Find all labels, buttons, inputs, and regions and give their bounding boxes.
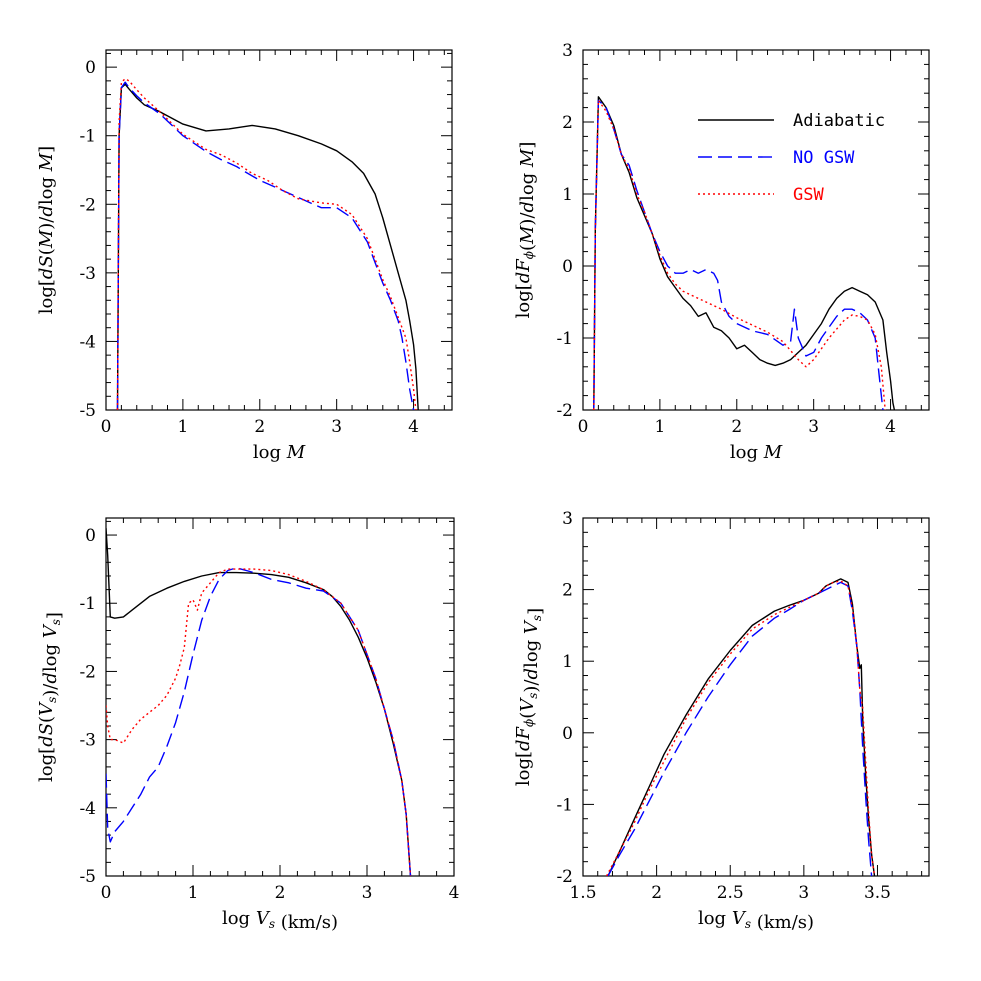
y-tick-label: -2	[79, 662, 96, 682]
series-line-gsw	[116, 78, 417, 410]
axis-label-variable: d	[40, 672, 61, 684]
x-axis-label: log M	[253, 442, 306, 463]
y-tick-label: 0	[85, 58, 96, 78]
y-axis-label: log[dFϕ(M)/dlog M]	[513, 142, 538, 319]
x-tick-label: 1	[188, 883, 199, 903]
axis-label-variable: V	[40, 623, 61, 638]
axis-label-variable: M	[517, 225, 538, 245]
x-tick-label: 2	[275, 883, 286, 903]
legend-label-no-gsw: NO GSW	[793, 148, 855, 168]
x-tick-label: 1	[654, 417, 665, 437]
x-tick-label: 2	[731, 417, 742, 437]
series-line-no-gsw	[106, 567, 412, 876]
series-line-gsw	[605, 580, 876, 876]
x-tick-label: 4	[408, 417, 419, 437]
x-tick-label: 2	[254, 417, 265, 437]
y-tick-label: 2	[562, 581, 573, 601]
legend-label-gsw: GSW	[793, 185, 824, 205]
y-tick-label: -3	[79, 731, 96, 751]
series-line-no-gsw	[116, 81, 415, 410]
x-tick-label: 0	[578, 417, 589, 437]
y-tick-label: 2	[562, 113, 573, 133]
axis-label-variable: dS	[36, 723, 57, 747]
axis-label-variable: dF	[513, 725, 534, 751]
x-tick-label: 3	[808, 417, 819, 437]
x-tick-label: 4	[885, 417, 896, 437]
y-tick-label: -1	[79, 127, 96, 147]
x-tick-label: 3	[331, 417, 342, 437]
x-axis-label: log Vs (km/s)	[222, 908, 338, 933]
axis-label-variable: M	[36, 152, 57, 172]
y-tick-label: 0	[85, 526, 96, 546]
series-line-adiabatic	[106, 528, 412, 876]
y-tick-label: 3	[562, 509, 573, 529]
y-tick-label: -2	[79, 195, 96, 215]
axis-label-variable: M	[36, 229, 57, 249]
axis-label-variable: d	[517, 201, 538, 213]
plot-frame	[582, 517, 930, 877]
x-tick-label: 1.5	[569, 883, 596, 903]
series-line-adiabatic	[593, 96, 896, 410]
axis-label-variable: M	[763, 442, 783, 463]
y-tick-label: 1	[562, 185, 573, 205]
y-axis-label: log[dS(M)/dlog M]	[36, 146, 57, 314]
panel-bottom-right: 1.5 2 2.5 3 3.5 3 2 1 0 -1 -2 log Vs (km/s) log[dFϕ(…	[513, 509, 930, 933]
y-tick-label: 0	[562, 257, 573, 277]
axis-label-variable: V	[36, 701, 57, 716]
y-tick-label: -4	[79, 799, 96, 819]
axis-label-variable: M	[517, 148, 538, 168]
series-line-adiabatic	[116, 83, 419, 410]
axis-label-variable: V	[256, 908, 271, 929]
axis-label-variable: dF	[513, 258, 534, 284]
x-tick-label: 4	[449, 883, 460, 903]
x-tick-label: 1	[177, 417, 188, 437]
series-line-adiabatic	[607, 578, 876, 876]
panel-top-right: 0 1 2 3 4 3 2 1 0 -1 -2 log M log[dFϕ(M)/dlog M] Adia…	[513, 41, 930, 463]
y-tick-label: -1	[556, 795, 573, 815]
panel-top-left: 0 1 2 3 4 0 -1 -2 -3 -4 -5 log M log[dS(M)/dlog M]	[36, 49, 453, 463]
y-tick-label: 3	[562, 41, 573, 61]
series-line-no-gsw	[607, 581, 873, 876]
legend-label-adiabatic: Adiabatic	[793, 111, 885, 131]
axis-label-variable: V	[517, 697, 538, 712]
x-axis-label: log Vs (km/s)	[698, 908, 814, 933]
y-tick-label: -1	[556, 329, 573, 349]
y-tick-label: -5	[79, 401, 96, 421]
axis-label-variable: d	[521, 668, 542, 680]
y-tick-label: 0	[562, 724, 573, 744]
x-tick-label: 3.5	[864, 883, 891, 903]
series-line-gsw	[106, 568, 412, 876]
y-axis-label: log[dS(Vs)/dlog Vs]	[36, 612, 65, 782]
plot-frame	[582, 49, 930, 411]
x-tick-label: 2.5	[717, 883, 744, 903]
y-axis-label: log[dFϕ(Vs)/dlog Vs]	[513, 608, 546, 786]
axis-label-variable: dS	[36, 255, 57, 279]
x-tick-label: 3	[362, 883, 373, 903]
panel-bottom-left: 0 1 2 3 4 0 -1 -2 -3 -4 -5 log Vs (km/s) log[dS(Vs)/…	[36, 517, 460, 933]
x-tick-label: 3	[798, 883, 809, 903]
series-line-gsw	[593, 99, 886, 410]
y-tick-label: -1	[79, 594, 96, 614]
plot-frame	[105, 517, 455, 877]
axis-label-variable: M	[286, 442, 306, 463]
y-tick-label: 1	[562, 652, 573, 672]
x-tick-label: 2	[651, 883, 662, 903]
plot-frame	[105, 49, 453, 411]
y-tick-label: -2	[556, 867, 573, 887]
axis-label-variable: d	[36, 205, 57, 217]
y-tick-label: -5	[79, 867, 96, 887]
axis-label-variable: V	[521, 619, 542, 634]
axis-label-variable: V	[732, 908, 747, 929]
x-tick-label: 0	[101, 417, 112, 437]
y-tick-label: -4	[79, 332, 96, 352]
series-line-no-gsw	[593, 99, 884, 410]
y-tick-label: -2	[556, 401, 573, 421]
x-axis-label: log M	[730, 442, 783, 463]
x-tick-label: 0	[101, 883, 112, 903]
y-tick-label: -3	[79, 264, 96, 284]
